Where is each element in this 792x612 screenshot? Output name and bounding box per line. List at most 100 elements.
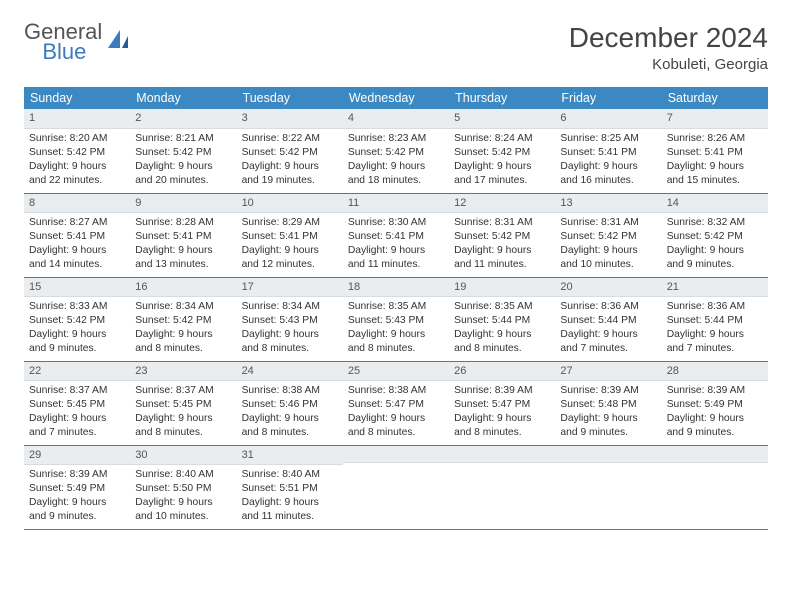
day-number: 12 (449, 194, 555, 214)
weekday-header: Monday (130, 87, 236, 109)
brand-logo: General Blue (24, 22, 132, 62)
calendar-cell: 18Sunrise: 8:35 AMSunset: 5:43 PMDayligh… (343, 277, 449, 361)
day-number: 11 (343, 194, 449, 214)
calendar-cell: 15Sunrise: 8:33 AMSunset: 5:42 PMDayligh… (24, 277, 130, 361)
day-details: Sunrise: 8:28 AMSunset: 5:41 PMDaylight:… (130, 213, 236, 276)
calendar-cell: 11Sunrise: 8:30 AMSunset: 5:41 PMDayligh… (343, 193, 449, 277)
day-number: 28 (662, 362, 768, 382)
calendar-cell: 25Sunrise: 8:38 AMSunset: 5:47 PMDayligh… (343, 361, 449, 445)
page-title: December 2024 (569, 22, 768, 54)
calendar-cell: 28Sunrise: 8:39 AMSunset: 5:49 PMDayligh… (662, 361, 768, 445)
calendar-cell: 14Sunrise: 8:32 AMSunset: 5:42 PMDayligh… (662, 193, 768, 277)
day-details: Sunrise: 8:30 AMSunset: 5:41 PMDaylight:… (343, 213, 449, 276)
location-subtitle: Kobuleti, Georgia (569, 56, 768, 73)
day-details: Sunrise: 8:34 AMSunset: 5:43 PMDaylight:… (237, 297, 343, 360)
brand-part2: Blue (42, 39, 86, 64)
day-details: Sunrise: 8:40 AMSunset: 5:50 PMDaylight:… (130, 465, 236, 528)
calendar-cell: 2Sunrise: 8:21 AMSunset: 5:42 PMDaylight… (130, 109, 236, 193)
calendar-cell (343, 445, 449, 529)
day-details: Sunrise: 8:22 AMSunset: 5:42 PMDaylight:… (237, 129, 343, 192)
calendar-cell (449, 445, 555, 529)
day-number: 24 (237, 362, 343, 382)
title-block: December 2024 Kobuleti, Georgia (569, 22, 768, 73)
calendar-cell: 13Sunrise: 8:31 AMSunset: 5:42 PMDayligh… (555, 193, 661, 277)
day-number: 1 (24, 109, 130, 129)
calendar-body: 1Sunrise: 8:20 AMSunset: 5:42 PMDaylight… (24, 109, 768, 529)
calendar-cell: 16Sunrise: 8:34 AMSunset: 5:42 PMDayligh… (130, 277, 236, 361)
day-number: 23 (130, 362, 236, 382)
day-details: Sunrise: 8:27 AMSunset: 5:41 PMDaylight:… (24, 213, 130, 276)
day-number: 10 (237, 194, 343, 214)
day-number: 17 (237, 278, 343, 298)
day-details: Sunrise: 8:40 AMSunset: 5:51 PMDaylight:… (237, 465, 343, 528)
calendar-cell: 4Sunrise: 8:23 AMSunset: 5:42 PMDaylight… (343, 109, 449, 193)
calendar-cell: 31Sunrise: 8:40 AMSunset: 5:51 PMDayligh… (237, 445, 343, 529)
calendar-cell: 3Sunrise: 8:22 AMSunset: 5:42 PMDaylight… (237, 109, 343, 193)
calendar-cell: 20Sunrise: 8:36 AMSunset: 5:44 PMDayligh… (555, 277, 661, 361)
weekday-header-row: SundayMondayTuesdayWednesdayThursdayFrid… (24, 87, 768, 109)
day-number: 20 (555, 278, 661, 298)
day-details: Sunrise: 8:39 AMSunset: 5:49 PMDaylight:… (24, 465, 130, 528)
day-number: 15 (24, 278, 130, 298)
calendar-cell: 29Sunrise: 8:39 AMSunset: 5:49 PMDayligh… (24, 445, 130, 529)
day-number: 6 (555, 109, 661, 129)
day-details: Sunrise: 8:37 AMSunset: 5:45 PMDaylight:… (130, 381, 236, 444)
calendar-cell: 30Sunrise: 8:40 AMSunset: 5:50 PMDayligh… (130, 445, 236, 529)
weekday-header: Tuesday (237, 87, 343, 109)
day-number: 2 (130, 109, 236, 129)
day-number: 26 (449, 362, 555, 382)
day-details: Sunrise: 8:37 AMSunset: 5:45 PMDaylight:… (24, 381, 130, 444)
day-details: Sunrise: 8:34 AMSunset: 5:42 PMDaylight:… (130, 297, 236, 360)
weekday-header: Sunday (24, 87, 130, 109)
calendar-row: 29Sunrise: 8:39 AMSunset: 5:49 PMDayligh… (24, 445, 768, 529)
weekday-header: Saturday (662, 87, 768, 109)
day-details: Sunrise: 8:35 AMSunset: 5:44 PMDaylight:… (449, 297, 555, 360)
calendar-cell (555, 445, 661, 529)
calendar-cell: 5Sunrise: 8:24 AMSunset: 5:42 PMDaylight… (449, 109, 555, 193)
day-number: 25 (343, 362, 449, 382)
calendar-cell: 10Sunrise: 8:29 AMSunset: 5:41 PMDayligh… (237, 193, 343, 277)
day-details: Sunrise: 8:39 AMSunset: 5:49 PMDaylight:… (662, 381, 768, 444)
day-number: 9 (130, 194, 236, 214)
day-number: 21 (662, 278, 768, 298)
day-details: Sunrise: 8:21 AMSunset: 5:42 PMDaylight:… (130, 129, 236, 192)
empty-day-header (555, 446, 661, 463)
calendar-row: 15Sunrise: 8:33 AMSunset: 5:42 PMDayligh… (24, 277, 768, 361)
day-number: 3 (237, 109, 343, 129)
day-details: Sunrise: 8:25 AMSunset: 5:41 PMDaylight:… (555, 129, 661, 192)
weekday-header: Thursday (449, 87, 555, 109)
day-details: Sunrise: 8:38 AMSunset: 5:47 PMDaylight:… (343, 381, 449, 444)
calendar-cell: 12Sunrise: 8:31 AMSunset: 5:42 PMDayligh… (449, 193, 555, 277)
calendar-cell (662, 445, 768, 529)
day-number: 27 (555, 362, 661, 382)
day-number: 30 (130, 446, 236, 466)
calendar-cell: 22Sunrise: 8:37 AMSunset: 5:45 PMDayligh… (24, 361, 130, 445)
day-number: 13 (555, 194, 661, 214)
calendar-row: 1Sunrise: 8:20 AMSunset: 5:42 PMDaylight… (24, 109, 768, 193)
calendar-cell: 21Sunrise: 8:36 AMSunset: 5:44 PMDayligh… (662, 277, 768, 361)
calendar-cell: 27Sunrise: 8:39 AMSunset: 5:48 PMDayligh… (555, 361, 661, 445)
sail-icon (106, 28, 132, 55)
calendar-cell: 7Sunrise: 8:26 AMSunset: 5:41 PMDaylight… (662, 109, 768, 193)
empty-day-header (449, 446, 555, 463)
day-number: 29 (24, 446, 130, 466)
empty-day-header (343, 446, 449, 463)
day-details: Sunrise: 8:36 AMSunset: 5:44 PMDaylight:… (662, 297, 768, 360)
day-details: Sunrise: 8:23 AMSunset: 5:42 PMDaylight:… (343, 129, 449, 192)
day-details: Sunrise: 8:39 AMSunset: 5:48 PMDaylight:… (555, 381, 661, 444)
day-number: 31 (237, 446, 343, 466)
day-number: 4 (343, 109, 449, 129)
calendar-cell: 8Sunrise: 8:27 AMSunset: 5:41 PMDaylight… (24, 193, 130, 277)
day-number: 19 (449, 278, 555, 298)
calendar-table: SundayMondayTuesdayWednesdayThursdayFrid… (24, 87, 768, 530)
calendar-cell: 17Sunrise: 8:34 AMSunset: 5:43 PMDayligh… (237, 277, 343, 361)
day-number: 22 (24, 362, 130, 382)
day-details: Sunrise: 8:38 AMSunset: 5:46 PMDaylight:… (237, 381, 343, 444)
day-details: Sunrise: 8:29 AMSunset: 5:41 PMDaylight:… (237, 213, 343, 276)
calendar-cell: 9Sunrise: 8:28 AMSunset: 5:41 PMDaylight… (130, 193, 236, 277)
calendar-cell: 19Sunrise: 8:35 AMSunset: 5:44 PMDayligh… (449, 277, 555, 361)
day-number: 18 (343, 278, 449, 298)
calendar-cell: 26Sunrise: 8:39 AMSunset: 5:47 PMDayligh… (449, 361, 555, 445)
day-number: 16 (130, 278, 236, 298)
day-details: Sunrise: 8:36 AMSunset: 5:44 PMDaylight:… (555, 297, 661, 360)
